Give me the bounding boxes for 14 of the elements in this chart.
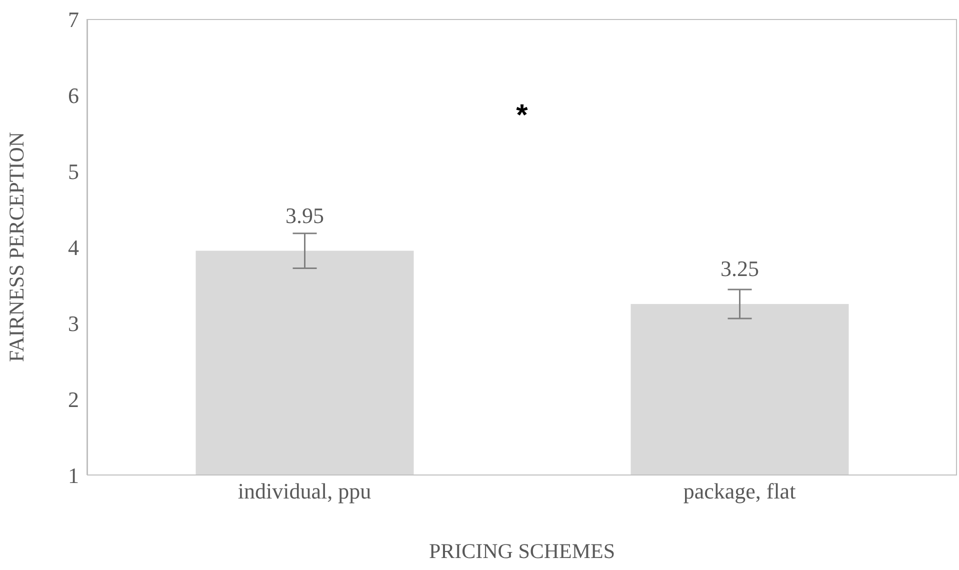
x-tick-label: package, flat bbox=[683, 478, 796, 504]
y-tick-label: 7 bbox=[68, 6, 79, 32]
y-tick-label: 3 bbox=[68, 310, 79, 336]
y-tick-label: 4 bbox=[68, 234, 79, 260]
y-tick-label: 6 bbox=[68, 82, 79, 108]
annotation: * bbox=[515, 99, 529, 133]
x-axis-title: PRICING SCHEMES bbox=[428, 539, 616, 563]
data-label: 3.25 bbox=[720, 256, 759, 281]
y-tick-label: 1 bbox=[68, 462, 79, 488]
data-label: 3.95 bbox=[286, 202, 324, 228]
y-axis-title: FAIRNESS PERCEPTION bbox=[4, 132, 28, 362]
y-tick-label: 5 bbox=[68, 158, 79, 184]
y-tick-label: 2 bbox=[68, 386, 79, 412]
x-tick-label: individual, ppu bbox=[238, 478, 372, 504]
